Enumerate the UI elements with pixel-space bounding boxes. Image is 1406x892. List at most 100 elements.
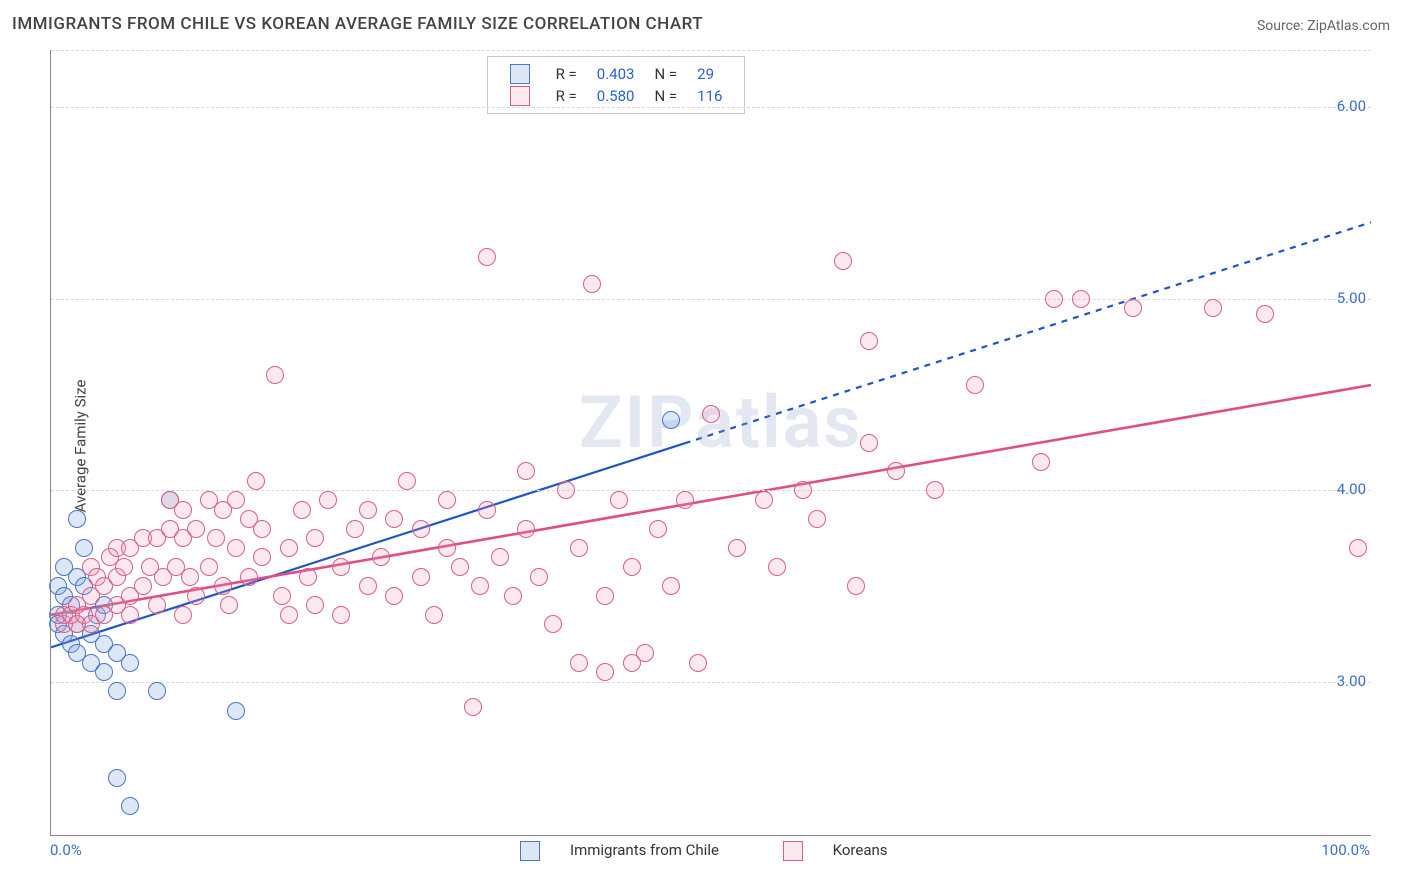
x-tick-label: 100.0%: [1321, 841, 1370, 859]
n-value-chile: 29: [687, 63, 732, 85]
gridline: [51, 107, 1371, 108]
data-point-koreans: [385, 510, 403, 528]
legend-swatch-koreans-icon: [783, 841, 803, 861]
legend-label-chile: Immigrants from Chile: [570, 841, 719, 859]
data-point-koreans: [728, 539, 746, 557]
data-point-koreans: [299, 568, 317, 586]
data-point-koreans: [702, 405, 720, 423]
data-point-koreans: [273, 587, 291, 605]
data-point-koreans: [860, 332, 878, 350]
data-point-koreans: [847, 577, 865, 595]
data-point-koreans: [478, 501, 496, 519]
n-value-koreans: 116: [687, 85, 732, 107]
trend-line-chile: [685, 222, 1371, 443]
data-point-koreans: [319, 491, 337, 509]
data-point-koreans: [1072, 290, 1090, 308]
data-point-koreans: [174, 606, 192, 624]
data-point-koreans: [570, 654, 588, 672]
data-point-koreans: [517, 520, 535, 538]
x-tick-label: 0.0%: [50, 841, 82, 859]
data-point-koreans: [1032, 453, 1050, 471]
data-point-koreans: [1256, 305, 1274, 323]
data-point-koreans: [610, 491, 628, 509]
watermark: ZIPatlas: [579, 380, 862, 465]
data-point-koreans: [306, 596, 324, 614]
data-point-koreans: [583, 275, 601, 293]
gridline: [51, 682, 1371, 683]
data-point-koreans: [412, 520, 430, 538]
data-point-koreans: [926, 481, 944, 499]
data-point-chile: [121, 654, 139, 672]
data-point-koreans: [412, 568, 430, 586]
data-point-koreans: [471, 577, 489, 595]
data-point-koreans: [570, 539, 588, 557]
data-point-koreans: [596, 587, 614, 605]
y-tick-label: 6.00: [1320, 97, 1366, 115]
data-point-chile: [95, 663, 113, 681]
trend-lines-layer: [51, 50, 1371, 835]
data-point-koreans: [240, 568, 258, 586]
chart-title: IMMIGRANTS FROM CHILE VS KOREAN AVERAGE …: [12, 14, 703, 34]
data-point-koreans: [148, 596, 166, 614]
data-point-koreans: [794, 481, 812, 499]
data-point-koreans: [1204, 299, 1222, 317]
data-point-koreans: [266, 366, 284, 384]
data-point-koreans: [372, 548, 390, 566]
plot-area: ZIPatlas R =0.403 N =29 R =0.580 N =116: [50, 50, 1371, 836]
y-tick-label: 3.00: [1320, 672, 1366, 690]
data-point-koreans: [689, 654, 707, 672]
data-point-koreans: [596, 663, 614, 681]
data-point-koreans: [346, 520, 364, 538]
data-point-koreans: [220, 596, 238, 614]
data-point-koreans: [293, 501, 311, 519]
data-point-chile: [227, 702, 245, 720]
data-point-koreans: [187, 587, 205, 605]
data-point-koreans: [200, 558, 218, 576]
data-point-koreans: [834, 252, 852, 270]
data-point-koreans: [207, 529, 225, 547]
data-point-koreans: [517, 462, 535, 480]
legend-label-koreans: Koreans: [833, 841, 888, 859]
data-point-chile: [68, 510, 86, 528]
data-point-koreans: [174, 501, 192, 519]
data-point-koreans: [181, 568, 199, 586]
data-point-koreans: [544, 615, 562, 633]
gridline: [51, 50, 1371, 51]
legend-swatch-chile: [510, 64, 530, 84]
data-point-koreans: [115, 558, 133, 576]
data-point-koreans: [887, 462, 905, 480]
data-point-koreans: [530, 568, 548, 586]
data-point-koreans: [253, 548, 271, 566]
y-tick-label: 5.00: [1320, 289, 1366, 307]
data-point-chile: [662, 411, 680, 429]
series-legend: Immigrants from Chile Koreans: [520, 841, 948, 861]
data-point-koreans: [464, 698, 482, 716]
data-point-koreans: [662, 577, 680, 595]
data-point-koreans: [280, 539, 298, 557]
data-point-koreans: [491, 548, 509, 566]
data-point-koreans: [134, 577, 152, 595]
data-point-koreans: [187, 520, 205, 538]
data-point-koreans: [438, 539, 456, 557]
data-point-koreans: [808, 510, 826, 528]
data-point-chile: [108, 682, 126, 700]
data-point-koreans: [860, 434, 878, 452]
data-point-koreans: [227, 539, 245, 557]
source-attribution: Source: ZipAtlas.com: [1257, 18, 1390, 34]
data-point-chile: [148, 682, 166, 700]
data-point-koreans: [359, 577, 377, 595]
data-point-koreans: [398, 472, 416, 490]
data-point-koreans: [504, 587, 522, 605]
data-point-koreans: [438, 491, 456, 509]
legend-swatch-koreans: [510, 86, 530, 106]
data-point-chile: [108, 769, 126, 787]
r-value-chile: 0.403: [587, 63, 645, 85]
data-point-koreans: [1124, 299, 1142, 317]
data-point-koreans: [359, 501, 377, 519]
data-point-koreans: [966, 376, 984, 394]
data-point-koreans: [253, 520, 271, 538]
data-point-koreans: [557, 481, 575, 499]
r-value-koreans: 0.580: [587, 85, 645, 107]
data-point-koreans: [121, 606, 139, 624]
y-tick-label: 4.00: [1320, 480, 1366, 498]
